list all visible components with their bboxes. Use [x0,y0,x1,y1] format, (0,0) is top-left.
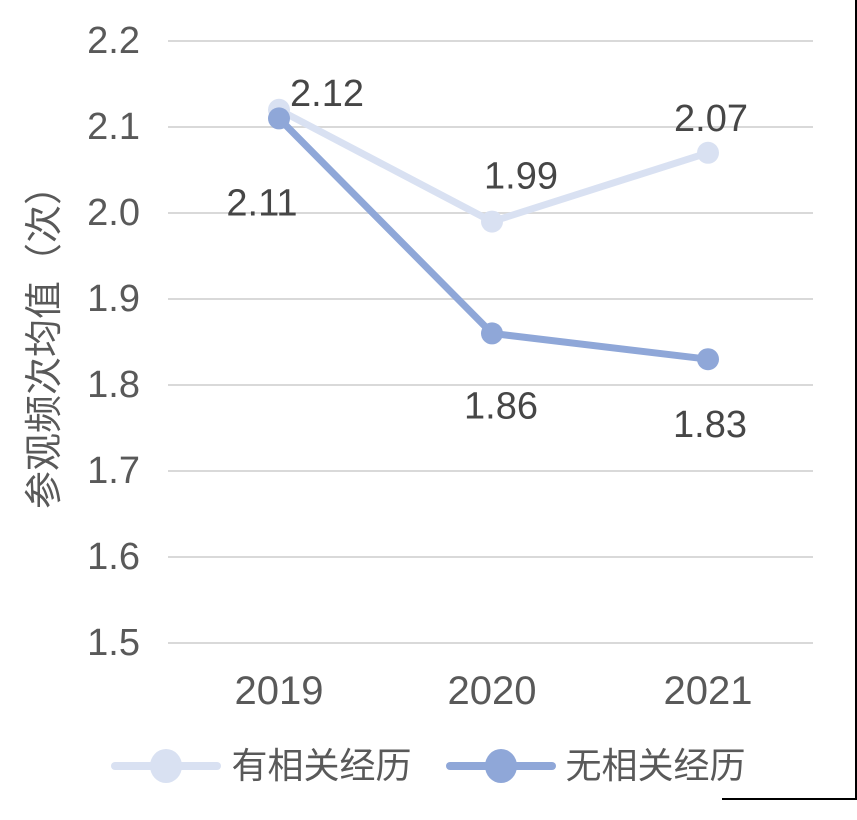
legend-label: 无相关经历 [565,745,746,786]
y-axis-title: 参观频次均值（次） [24,167,66,509]
data-label: 2.07 [674,98,748,140]
window-border-bottom [722,798,857,800]
window-border-right [855,0,857,800]
line-chart: 2.2 2.1 2.0 1.9 1.8 1.7 1.6 1.5 2019 2020 2021 参观频次… [24,20,813,713]
chart-legend: 有相关经历 无相关经历 [0,726,857,806]
x-tick-label: 2020 [448,669,537,713]
legend-dot-icon [484,749,517,783]
y-tick-label: 1.6 [87,536,140,578]
y-tick-label: 1.9 [87,278,140,320]
x-tick-label: 2021 [664,669,753,713]
data-point-marker[interactable] [481,322,503,345]
y-tick-label: 1.7 [87,450,140,492]
data-label: 1.86 [464,385,538,427]
y-tick-label: 2.0 [87,192,140,234]
legend-item-with-experience[interactable]: 有相关经历 [111,745,412,786]
legend-marker-no-experience [445,747,556,785]
y-tick-label: 1.5 [87,622,140,664]
legend-item-no-experience[interactable]: 无相关经历 [445,745,746,786]
data-point-marker[interactable] [697,348,719,371]
legend-dot-icon [150,749,183,783]
y-tick-label: 1.8 [87,364,140,406]
data-point-marker[interactable] [481,210,503,233]
data-label: 2.12 [290,73,364,115]
legend-label: 有相关经历 [231,745,412,786]
data-point-marker[interactable] [268,107,290,130]
data-point-marker[interactable] [697,141,719,164]
data-label: 2.11 [226,182,297,224]
x-tick-label: 2019 [235,669,324,713]
y-tick-label: 2.2 [87,20,140,62]
data-label: 1.99 [484,156,558,198]
data-label: 1.83 [673,404,747,446]
legend-marker-with-experience [111,747,222,785]
y-tick-label: 2.1 [87,106,140,148]
